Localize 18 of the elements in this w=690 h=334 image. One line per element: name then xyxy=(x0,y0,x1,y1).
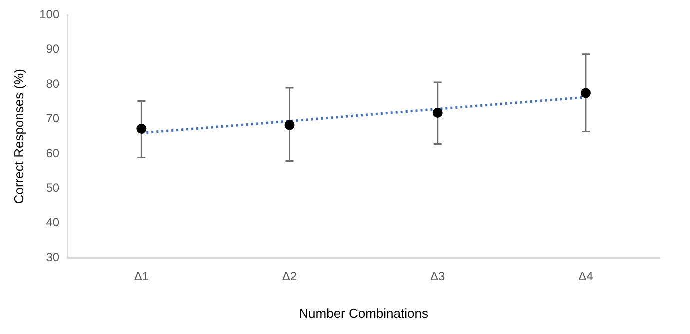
y-tick-label: 60 xyxy=(46,146,60,160)
x-tick-label: Δ2 xyxy=(282,270,298,284)
y-tick-label: 80 xyxy=(46,76,60,91)
x-tick-label: Δ4 xyxy=(578,270,594,284)
point xyxy=(432,108,443,118)
y-tick-label: 40 xyxy=(46,216,60,230)
y-tick-label: 100 xyxy=(40,8,60,22)
point xyxy=(136,124,147,134)
y-tick-label: 90 xyxy=(46,42,60,56)
y-tick-label: 30 xyxy=(46,250,60,264)
x-tick-label: Δ3 xyxy=(430,270,446,284)
point xyxy=(580,88,591,98)
y-tick-label: 70 xyxy=(46,112,60,126)
x-tick-label: Δ1 xyxy=(134,270,150,284)
point xyxy=(284,120,295,130)
y-axis-title: Correct Responses (%) xyxy=(11,69,26,204)
x-axis-title: Number Combinations xyxy=(299,306,429,321)
y-tick-label: 50 xyxy=(46,180,60,195)
